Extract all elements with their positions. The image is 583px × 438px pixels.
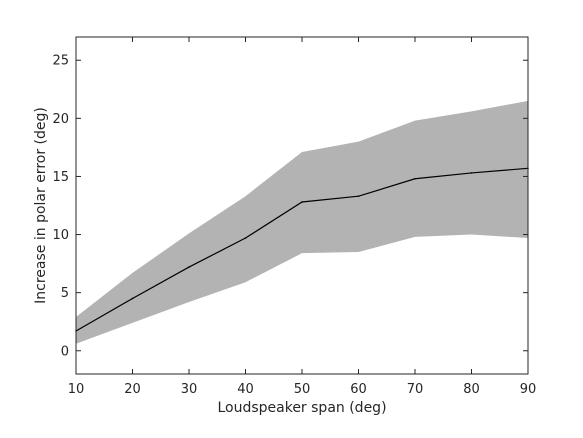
data-point [131,297,134,300]
y-axis-label: Increase in polar error (deg) [33,107,49,304]
x-tick-label: 30 [181,382,198,397]
y-tick-label: 10 [52,228,69,243]
y-tick-label: 15 [52,170,69,185]
data-point [188,266,190,268]
x-tick-label: 40 [237,382,254,397]
x-axis-label: Loudspeaker span (deg) [217,400,386,416]
data-point [244,237,247,239]
mean-line-layer [75,167,529,332]
x-tick-label: 10 [68,382,85,397]
error-band [76,100,528,344]
x-tick-label: 90 [520,382,537,397]
x-tick-label: 70 [407,382,424,397]
y-tick-label: 20 [52,112,69,127]
x-tick-label: 80 [463,382,480,397]
data-point [357,195,360,198]
data-point [301,201,303,203]
y-axis-ticks: 0 5 10 15 20 25 [52,54,528,359]
x-tick-label: 50 [294,382,311,397]
x-tick-label: 60 [350,382,367,397]
x-axis-ticks: 10 20 30 40 50 60 70 80 90 [68,37,537,397]
data-point [470,172,473,174]
confidence-band-layer [76,100,528,344]
y-tick-label: 0 [61,344,69,359]
y-tick-label: 5 [61,286,69,301]
y-tick-label: 25 [52,54,69,69]
data-point [414,177,416,180]
x-tick-label: 20 [124,382,141,397]
